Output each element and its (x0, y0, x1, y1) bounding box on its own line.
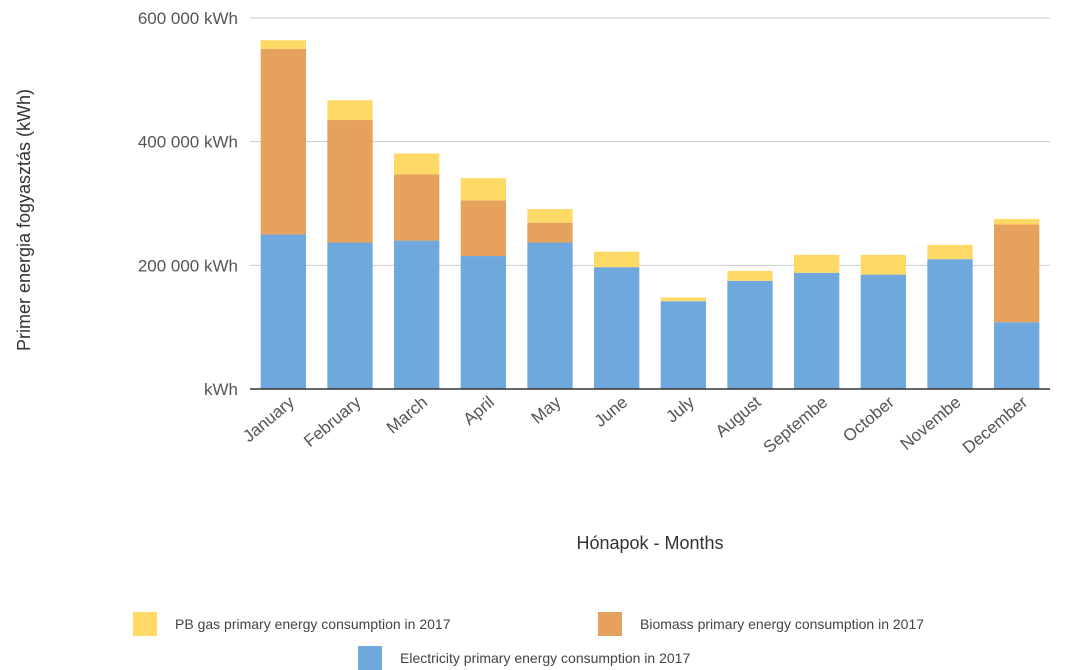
legend-swatch (358, 646, 382, 670)
bar-segment-electricity (260, 234, 306, 389)
legend-label: PB gas primary energy consumption in 201… (175, 616, 451, 632)
bars (260, 40, 1040, 389)
bar-segment-biomass (394, 174, 440, 241)
x-tick-label: February (300, 392, 365, 451)
bar-segment-pb-gas (660, 297, 706, 302)
bar-segment-electricity (994, 322, 1040, 389)
bar-segment-electricity (727, 280, 773, 389)
bar-segment-electricity (594, 267, 640, 389)
x-tick-label: May (528, 392, 565, 428)
gridlines (250, 17, 1050, 266)
x-tick-label: June (591, 393, 631, 431)
y-tick-label: 400 000 kWh (138, 133, 238, 152)
x-tick-label: December (959, 392, 1032, 457)
x-tick-label: July (663, 392, 699, 426)
bar-segment-electricity (927, 259, 973, 389)
bar-segment-electricity (394, 240, 440, 389)
y-tick-label: 600 000 kWh (138, 9, 238, 28)
bar-segment-pb-gas (794, 254, 840, 273)
legend-swatch (133, 612, 157, 636)
bar-segment-electricity (660, 301, 706, 389)
x-tick-label: August (712, 392, 765, 441)
bar-segment-pb-gas (327, 100, 373, 121)
bar-segment-biomass (994, 224, 1040, 323)
x-tick-label: October (839, 392, 898, 446)
bar-segment-pb-gas (994, 218, 1040, 225)
legend-swatch (598, 612, 622, 636)
bar-segment-biomass (460, 200, 506, 257)
y-tick-label: 200 000 kWh (138, 256, 238, 275)
x-tick-label: April (460, 393, 498, 429)
x-tick-label: March (383, 393, 431, 438)
bar-segment-biomass (327, 120, 373, 243)
bar-segment-pb-gas (594, 251, 640, 268)
bar-segment-electricity (527, 242, 573, 389)
x-tick-label: Novembe (897, 393, 965, 454)
bar-segment-electricity (327, 242, 373, 389)
bar-segment-pb-gas (927, 244, 973, 260)
bar-segment-pb-gas (727, 270, 773, 281)
x-tick-label: January (239, 392, 298, 446)
bar-segment-pb-gas (860, 254, 906, 275)
bar-segment-biomass (260, 48, 306, 235)
bar-segment-biomass (527, 222, 573, 243)
y-axis-title: Primer energia fogyasztás (kWh) (14, 89, 34, 351)
x-axis-tick-labels: January February March April May June July Augu… (239, 392, 1031, 457)
y-tick-label: kWh (204, 380, 238, 399)
bar-segment-electricity (460, 256, 506, 389)
x-axis-title: Hónapok - Months (576, 533, 723, 553)
bar-segment-pb-gas (527, 209, 573, 223)
bar-segment-electricity (794, 272, 840, 389)
x-tick-label: Septembe (760, 393, 832, 457)
legend-label: Biomass primary energy consumption in 20… (640, 616, 924, 632)
bar-segment-pb-gas (394, 153, 440, 175)
bar-segment-pb-gas (460, 178, 506, 201)
legend-label: Electricity primary energy consumption i… (400, 650, 690, 666)
bar-segment-electricity (860, 274, 906, 389)
y-axis-tick-labels: kWh 200 000 kWh 400 000 kWh 600 000 kWh (138, 9, 238, 399)
bar-segment-pb-gas (260, 40, 306, 49)
legend: PB gas primary energy consumption in 201… (133, 612, 924, 670)
